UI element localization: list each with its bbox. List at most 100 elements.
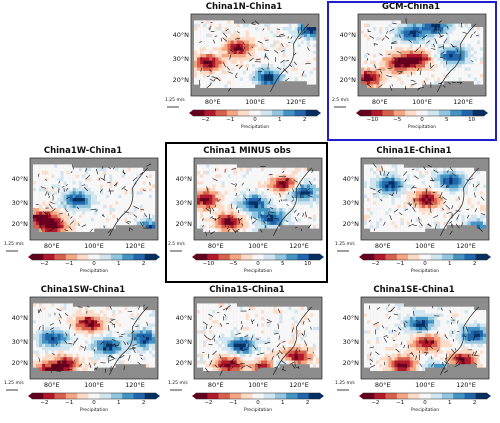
precip-field <box>33 164 156 232</box>
colorbar-tick-label: −2 <box>371 400 380 406</box>
coastline <box>437 23 477 93</box>
lon-tick-label: 120°E <box>453 98 473 106</box>
panel-china1e: China1E-China1 40°N 30°N 20°N 80°E 100°E 120°E… <box>333 146 495 284</box>
lon-tick-label: 120°E <box>125 242 145 250</box>
lon-tick-label: 120°E <box>286 98 306 106</box>
map-frame <box>360 296 490 380</box>
coastline <box>270 23 310 93</box>
map-frame <box>29 296 159 380</box>
colorbar-label: Precipitation <box>410 408 440 413</box>
map-svg <box>6 296 160 400</box>
colorbar <box>192 392 324 400</box>
map-frame <box>29 157 159 241</box>
reference-vector-label: 1.25 m/s <box>4 381 24 386</box>
coastline <box>273 306 313 376</box>
map-svg <box>170 157 324 261</box>
colorbar-tick-label: 0 <box>92 400 96 406</box>
lat-tick-label: 40°N <box>175 174 192 183</box>
colorbar-tick-label: 5 <box>445 117 449 123</box>
colorbar <box>28 253 160 261</box>
lon-tick-label: 80°E <box>207 242 224 250</box>
gcm-highlight-frame <box>327 1 497 141</box>
colorbar-tick-label: −5 <box>393 117 402 123</box>
wind-vectors <box>37 304 149 373</box>
colorbar-tick-label: −10 <box>366 117 379 123</box>
panel-title: China1SW-China1 <box>40 285 126 295</box>
reference-vector-label: 1.25 m/s <box>168 381 188 386</box>
lon-tick-label: 80°E <box>43 381 60 389</box>
lat-tick-label: 20°N <box>342 358 359 367</box>
colorbar <box>189 109 321 117</box>
colorbar-tick-label: −1 <box>396 400 405 406</box>
colorbar-tick-label: 1 <box>117 261 121 267</box>
map-svg <box>337 296 491 400</box>
lon-tick-label: 120°E <box>289 242 309 250</box>
lat-tick-label: 20°N <box>175 219 192 228</box>
coastline <box>273 167 313 237</box>
colorbar-tick-label: 2 <box>302 117 307 123</box>
wind-vectors <box>199 18 311 92</box>
map-svg <box>167 13 321 117</box>
colorbar-tick-label: 2 <box>141 400 146 406</box>
colorbar-tick-label: 1 <box>281 400 285 406</box>
colorbar-tick-label: 10 <box>468 117 476 123</box>
lat-tick-label: 30°N <box>339 55 356 64</box>
colorbar <box>356 109 488 117</box>
lat-tick-label: 30°N <box>175 338 192 347</box>
colorbar-tick-label: −2 <box>371 261 380 267</box>
panel-china1obs: China1 MINUS obs 40°N 30°N 20°N 80°E 100°E 120… <box>166 146 328 284</box>
map-svg <box>6 157 160 261</box>
colorbar-tick-label: 1 <box>117 400 121 406</box>
panel-china1se: China1SE-China1 40°N 30°N 20°N 80°E 100°E 120°… <box>333 285 495 423</box>
lon-tick-label: 80°E <box>374 381 391 389</box>
panel-title: China1N-China1 <box>205 2 283 12</box>
lon-tick-label: 100°E <box>412 98 432 106</box>
panel-title: China1 MINUS obs <box>203 146 291 156</box>
lon-tick-label: 100°E <box>415 381 435 389</box>
lat-tick-label: 20°N <box>339 75 356 84</box>
colorbar <box>359 253 491 261</box>
coastline <box>440 167 480 237</box>
lon-tick-label: 120°E <box>125 381 145 389</box>
panel-title: China1SE-China1 <box>373 285 455 295</box>
lon-tick-label: 100°E <box>248 242 268 250</box>
colorbar-tick-label: −5 <box>229 261 238 267</box>
panel-china1w: China1W-China1 40°N 30°N 20°N 80°E 100°E 120°E… <box>2 146 164 284</box>
lon-tick-label: 120°E <box>456 242 476 250</box>
lon-tick-label: 120°E <box>456 381 476 389</box>
colorbar-tick-label: 1 <box>278 117 282 123</box>
wind-vectors <box>202 305 315 376</box>
precip-field <box>364 164 487 232</box>
panel-title: China1W-China1 <box>43 146 123 156</box>
panel-title: China1E-China1 <box>376 146 452 156</box>
panel-china1sw: China1SW-China1 40°N 30°N 20°N 80°E 100°E 120°… <box>2 285 164 423</box>
colorbar-label: Precipitation <box>407 125 437 130</box>
colorbar-tick-label: 2 <box>472 400 477 406</box>
reference-vector-label: 1.25 m/s <box>335 381 355 386</box>
reference-vector-label: 1.25 m/s <box>165 98 185 103</box>
precip-field <box>197 164 320 232</box>
lat-tick-label: 30°N <box>172 55 189 64</box>
lat-tick-label: 20°N <box>11 358 28 367</box>
map-svg <box>334 13 488 117</box>
panel-title: GCM-China1 <box>381 2 441 12</box>
colorbar-tick-label: −2 <box>40 261 49 267</box>
colorbar-tick-label: 2 <box>141 261 146 267</box>
lat-tick-label: 40°N <box>339 30 356 39</box>
reference-vector-label: 2.5 m/s <box>168 242 185 247</box>
colorbar-label: Precipitation <box>240 125 270 130</box>
map-frame <box>193 157 323 241</box>
lat-tick-label: 40°N <box>172 30 189 39</box>
colorbar-tick-label: 0 <box>423 261 427 267</box>
wind-vectors <box>35 163 152 234</box>
colorbar <box>192 253 324 261</box>
colorbar-tick-label: −2 <box>40 400 49 406</box>
wind-vectors <box>369 304 480 373</box>
colorbar <box>28 392 160 400</box>
lon-tick-label: 100°E <box>245 98 265 106</box>
lat-tick-label: 30°N <box>342 199 359 208</box>
lon-tick-label: 80°E <box>43 242 60 250</box>
lat-tick-label: 40°N <box>342 313 359 322</box>
colorbar-tick-label: −1 <box>229 400 238 406</box>
colorbar-tick-label: 0 <box>420 117 424 123</box>
